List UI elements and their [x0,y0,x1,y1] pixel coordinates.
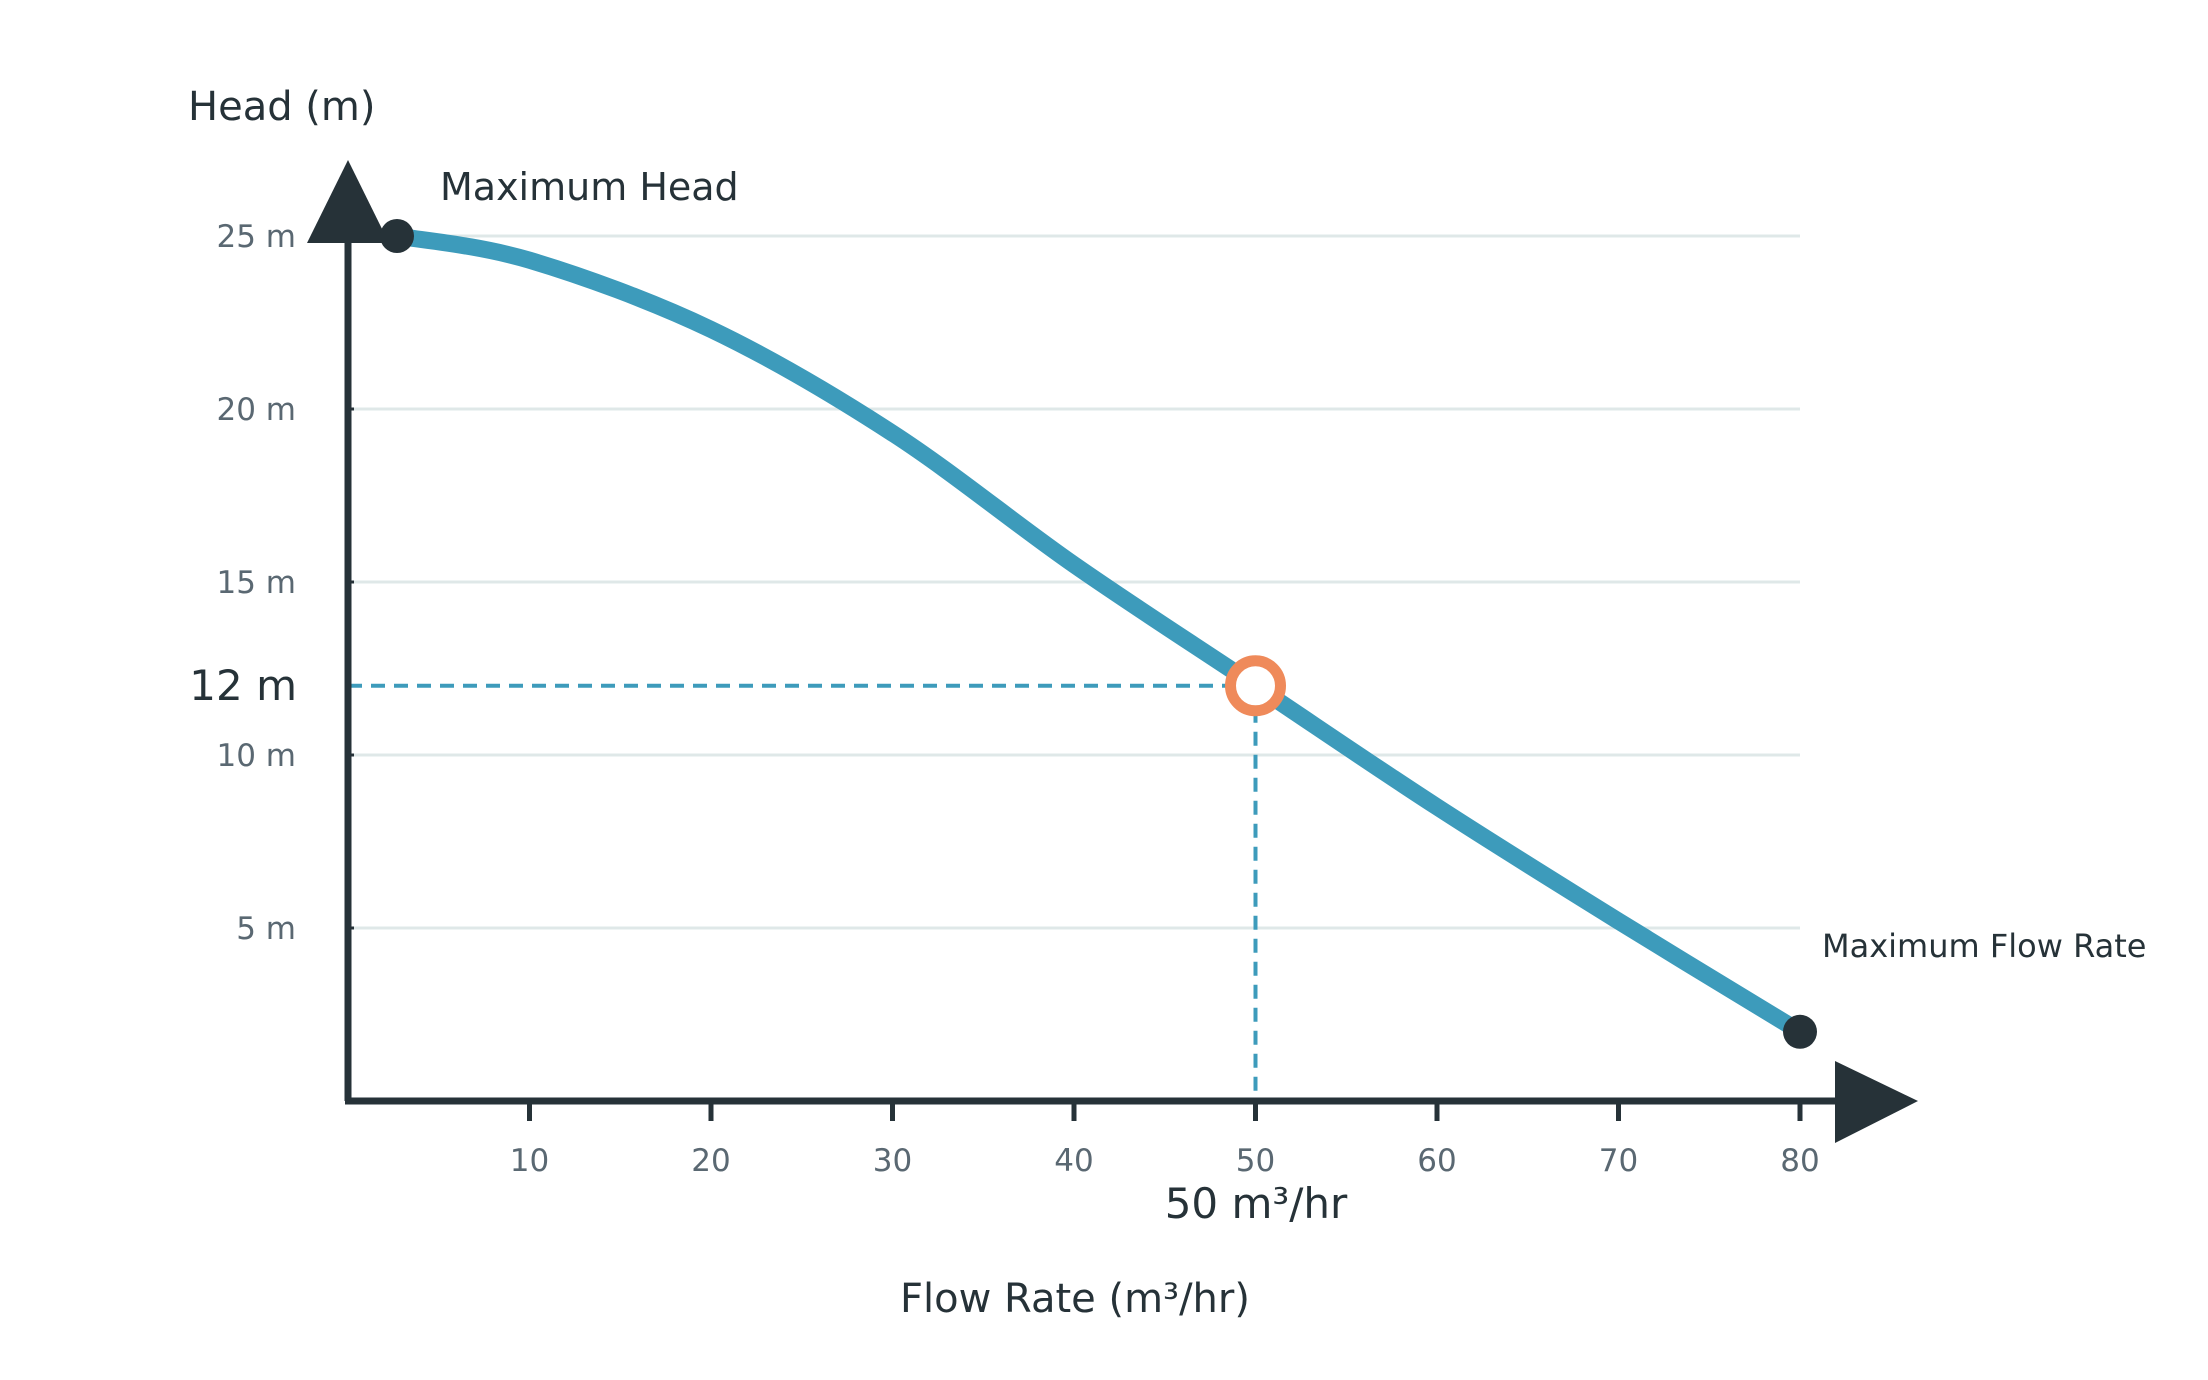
max-head-marker [380,219,415,253]
x-tick-label-80: 80 [1780,1143,1819,1179]
x-tick-label-40: 40 [1054,1143,1093,1179]
y-tick-label-25: 25 m [217,219,297,255]
grid-lines [348,234,1800,930]
y-tick-label-15: 15 m [217,565,297,601]
max-flow-marker [1783,1014,1817,1049]
operating-point-x-label: 50 m³/hr [1165,1179,1348,1228]
y-axis-title: Head (m) [188,84,375,130]
max-head-label: Maximum Head [440,165,739,209]
axes [307,160,1918,1143]
x-tick-label-70: 70 [1599,1143,1638,1179]
x-tick-label-60: 60 [1417,1143,1456,1179]
pump-curve-line [388,227,1809,1041]
markers [380,219,1817,1049]
x-tick-label-50: 50 [1236,1143,1275,1179]
x-tick-label-30: 30 [873,1143,912,1179]
pump-curve [388,227,1809,1041]
x-tick-label-20: 20 [691,1143,730,1179]
y-tick-label-20: 20 m [217,392,297,428]
y-axis-arrow [307,160,389,243]
operating-point-guides [348,683,1258,1101]
operating-point-marker [1225,655,1286,717]
x-tick-label-10: 10 [510,1143,549,1179]
labels: Head (m) Flow Rate (m³/hr) Maximum Head … [188,84,2146,1322]
y-tick-label-5: 5 m [236,911,296,947]
y-tick-label-10: 10 m [217,738,297,774]
operating-point-y-label: 12 m [189,661,297,710]
max-flow-label: Maximum Flow Rate [1822,927,2146,965]
x-axis-arrow [1835,1061,1918,1143]
x-axis-title: Flow Rate (m³/hr) [900,1276,1250,1322]
